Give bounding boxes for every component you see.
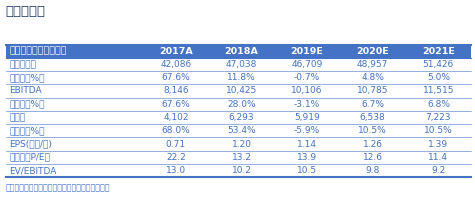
Text: 6,293: 6,293: [228, 113, 254, 122]
Text: EBITDA: EBITDA: [10, 87, 42, 95]
Text: 10,106: 10,106: [291, 87, 323, 95]
Text: 13.0: 13.0: [166, 166, 186, 175]
Text: 净利润: 净利润: [10, 113, 26, 122]
Text: 10,425: 10,425: [226, 87, 257, 95]
Text: 增长率（%）: 增长率（%）: [10, 73, 45, 82]
Text: 10,785: 10,785: [357, 87, 389, 95]
Text: 67.6%: 67.6%: [162, 100, 190, 109]
Text: 13.2: 13.2: [231, 153, 251, 162]
Text: 67.6%: 67.6%: [162, 73, 190, 82]
Text: 6.8%: 6.8%: [427, 100, 450, 109]
Text: 11.4: 11.4: [428, 153, 448, 162]
Text: 53.4%: 53.4%: [227, 126, 256, 135]
Text: 48,957: 48,957: [357, 60, 389, 69]
Text: 11,515: 11,515: [423, 87, 454, 95]
Text: 数据来源：公司财务报表，广发证券发展研究中心: 数据来源：公司财务报表，广发证券发展研究中心: [6, 183, 110, 192]
Text: 9.8: 9.8: [366, 166, 380, 175]
Text: 4,102: 4,102: [163, 113, 189, 122]
Text: 68.0%: 68.0%: [162, 126, 190, 135]
Text: 10.5: 10.5: [297, 166, 317, 175]
Text: EV/EBITDA: EV/EBITDA: [10, 166, 57, 175]
Text: -5.9%: -5.9%: [294, 126, 320, 135]
Text: 2021E: 2021E: [422, 47, 455, 56]
Text: 永利澳门（百万澳币）: 永利澳门（百万澳币）: [10, 47, 67, 56]
Text: EPS(港元/股): EPS(港元/股): [10, 140, 52, 148]
Text: 1.14: 1.14: [297, 140, 317, 148]
Text: 1.20: 1.20: [231, 140, 251, 148]
Text: 4.8%: 4.8%: [361, 73, 384, 82]
Text: 46,709: 46,709: [292, 60, 323, 69]
Text: 51,426: 51,426: [423, 60, 454, 69]
Text: 2020E: 2020E: [356, 47, 389, 56]
Text: 1.26: 1.26: [363, 140, 383, 148]
Text: 22.2: 22.2: [166, 153, 186, 162]
Text: 42,086: 42,086: [160, 60, 191, 69]
Text: 8,146: 8,146: [163, 87, 189, 95]
Text: 1.39: 1.39: [428, 140, 448, 148]
Text: 10.5%: 10.5%: [358, 126, 387, 135]
Text: 市盈率（P/E）: 市盈率（P/E）: [10, 153, 50, 162]
Text: -0.7%: -0.7%: [294, 73, 320, 82]
Text: 10.2: 10.2: [231, 166, 251, 175]
Text: 增长率（%）: 增长率（%）: [10, 126, 45, 135]
Text: 2018A: 2018A: [225, 47, 258, 56]
Text: 博彩毛收入: 博彩毛收入: [10, 60, 37, 69]
Text: 盈利预测：: 盈利预测：: [6, 5, 46, 18]
Text: 28.0%: 28.0%: [227, 100, 256, 109]
Text: 47,038: 47,038: [226, 60, 257, 69]
Text: 7,223: 7,223: [426, 113, 451, 122]
Text: 5.0%: 5.0%: [427, 73, 450, 82]
Text: 增长率（%）: 增长率（%）: [10, 100, 45, 109]
Text: 6,538: 6,538: [360, 113, 386, 122]
Text: -3.1%: -3.1%: [294, 100, 320, 109]
Text: 6.7%: 6.7%: [361, 100, 384, 109]
Text: 11.8%: 11.8%: [227, 73, 256, 82]
Text: 2019E: 2019E: [291, 47, 323, 56]
Text: 5,919: 5,919: [294, 113, 320, 122]
Text: 2017A: 2017A: [159, 47, 193, 56]
Text: 12.6: 12.6: [363, 153, 383, 162]
Text: 10.5%: 10.5%: [424, 126, 453, 135]
Text: 9.2: 9.2: [431, 166, 446, 175]
Text: 0.71: 0.71: [166, 140, 186, 148]
Text: 13.9: 13.9: [297, 153, 317, 162]
